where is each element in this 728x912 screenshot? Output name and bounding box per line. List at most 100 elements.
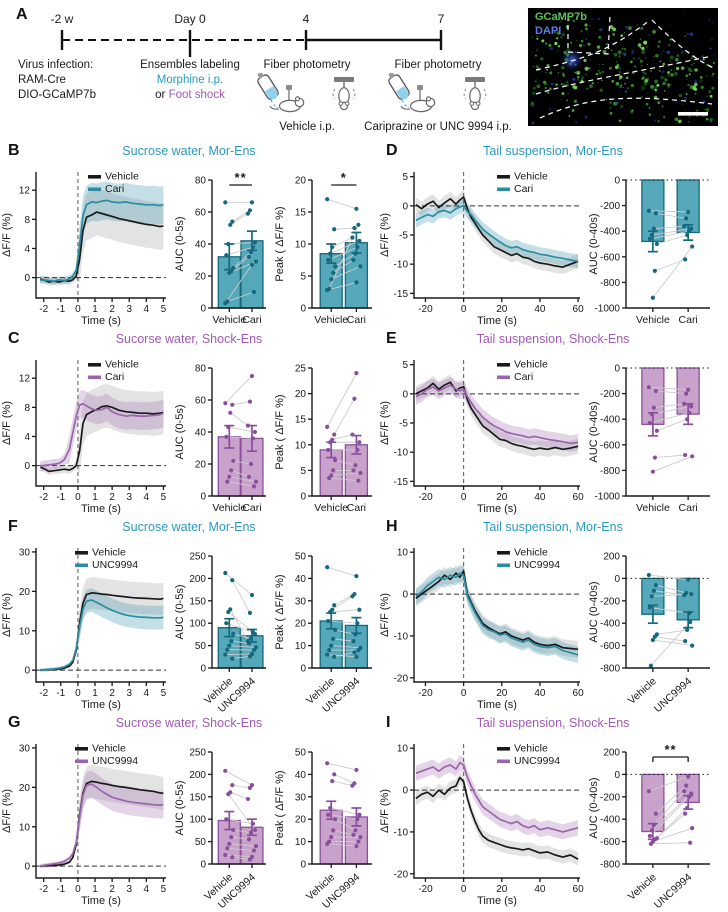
svg-text:4: 4 xyxy=(144,492,150,503)
panel-I: I Tail suspension, Shock-Ens 10 0 -10 -20 -20 0… xyxy=(378,714,728,910)
timeline-tick-7: 7 xyxy=(437,12,445,26)
svg-text:AUC (0-5s): AUC (0-5s) xyxy=(174,780,186,835)
panel-title-E: Tail suspension, Shock-Ens xyxy=(476,332,630,346)
photometry1-icons xyxy=(253,69,356,113)
ensembles-morphine: Morphine i.p. xyxy=(156,74,224,87)
svg-text:0: 0 xyxy=(300,664,306,675)
svg-text:0: 0 xyxy=(300,304,306,315)
svg-text:3: 3 xyxy=(126,304,132,315)
svg-text:60: 60 xyxy=(195,208,207,219)
svg-text:100: 100 xyxy=(189,815,206,826)
svg-text:0: 0 xyxy=(75,492,81,503)
photometry2-caption: Cariprazine or UNC 9994 i.p. xyxy=(364,121,512,134)
svg-text:Time (s): Time (s) xyxy=(81,315,121,327)
svg-text:20: 20 xyxy=(295,815,307,826)
panel-charts-G: 0 10 20 30 -2 -1 0 1 2 3 4 5 Time (s) ΔF/F (%) Vehicle… xyxy=(0,736,378,908)
panel-label-F: F xyxy=(8,518,18,535)
svg-text:-400: -400 xyxy=(600,815,620,826)
svg-text:0: 0 xyxy=(24,461,30,472)
svg-text:Vehicle: Vehicle xyxy=(514,743,548,755)
svg-text:100: 100 xyxy=(189,619,206,630)
svg-text:-10: -10 xyxy=(394,260,409,271)
panel-label-H: H xyxy=(386,518,398,535)
svg-text:40: 40 xyxy=(195,240,207,251)
svg-text:0: 0 xyxy=(461,688,467,699)
svg-text:-20: -20 xyxy=(418,304,433,315)
svg-text:5: 5 xyxy=(402,360,408,371)
svg-text:2: 2 xyxy=(109,884,115,895)
micrograph-dapi-label: DAPI xyxy=(535,25,562,37)
svg-text:0: 0 xyxy=(402,389,408,400)
svg-text:5: 5 xyxy=(300,466,306,477)
ensembles-or: or xyxy=(155,89,169,102)
svg-text:60: 60 xyxy=(573,688,585,699)
svg-text:0: 0 xyxy=(402,590,408,601)
svg-text:AUC (0-40s): AUC (0-40s) xyxy=(588,777,600,838)
svg-text:-15: -15 xyxy=(394,477,409,488)
svg-text:Time (s): Time (s) xyxy=(477,699,517,711)
svg-text:20: 20 xyxy=(295,389,307,400)
svg-text:-1000: -1000 xyxy=(594,492,620,503)
svg-text:-2: -2 xyxy=(39,304,48,315)
svg-text:10: 10 xyxy=(295,440,307,451)
panel-title-I: Tail suspension, Shock-Ens xyxy=(476,716,630,730)
micrograph-image: GCaMP7b DAPI xyxy=(528,8,718,126)
svg-text:-400: -400 xyxy=(600,415,620,426)
svg-text:-200: -200 xyxy=(600,201,620,212)
svg-text:10: 10 xyxy=(397,548,409,559)
panel-label-E: E xyxy=(386,330,397,347)
svg-text:60: 60 xyxy=(195,396,207,407)
svg-text:30: 30 xyxy=(295,596,307,607)
panel-title-F: Sucrose water, Mor-Ens xyxy=(122,520,256,534)
svg-text:40: 40 xyxy=(534,492,546,503)
svg-text:60: 60 xyxy=(573,884,585,895)
svg-text:10: 10 xyxy=(295,641,307,652)
micrograph-outlines xyxy=(535,15,715,119)
svg-text:30: 30 xyxy=(19,547,31,558)
svg-text:4: 4 xyxy=(144,304,150,315)
svg-text:AUC (0-40s): AUC (0-40s) xyxy=(588,401,600,462)
panel-title-B: Sucrose water, Mor-Ens xyxy=(122,144,256,158)
svg-text:60: 60 xyxy=(573,492,585,503)
svg-text:0: 0 xyxy=(614,176,620,187)
svg-text:4: 4 xyxy=(144,884,150,895)
panel-B: B Sucrose water, Mor-Ens 0 4 8 12 -2 -1 0 1 2 3 4 5 Ti… xyxy=(0,142,378,330)
svg-text:15: 15 xyxy=(295,415,307,426)
svg-text:5: 5 xyxy=(161,884,167,895)
svg-text:Time (s): Time (s) xyxy=(81,699,121,711)
svg-text:Cari: Cari xyxy=(514,371,533,383)
line-chart-D: 5 0 -5 -10 -15 -20 0 20 40 60 Time (s) ΔF/F (%) Vehi… xyxy=(379,171,584,328)
virus-line2: DIO-GCaMP7b xyxy=(18,89,96,102)
svg-text:-20: -20 xyxy=(418,492,433,503)
photometry1-title: Fiber photometry xyxy=(263,59,351,71)
svg-text:Cari: Cari xyxy=(514,183,533,195)
svg-text:0: 0 xyxy=(200,304,206,315)
svg-text:12: 12 xyxy=(19,374,31,385)
panel-E: E Tail suspension, Shock-Ens 5 0 -5 -10 -15 -20… xyxy=(378,330,728,518)
svg-text:2: 2 xyxy=(109,304,115,315)
svg-text:-400: -400 xyxy=(600,227,620,238)
svg-text:-600: -600 xyxy=(600,252,620,263)
svg-text:Peak ( ΔF/F %): Peak ( ΔF/F %) xyxy=(274,206,286,281)
svg-text:4: 4 xyxy=(24,432,30,443)
svg-text:30: 30 xyxy=(19,743,31,754)
svg-text:-1: -1 xyxy=(56,884,65,895)
svg-text:20: 20 xyxy=(496,884,508,895)
svg-text:20: 20 xyxy=(496,304,508,315)
svg-text:0: 0 xyxy=(75,884,81,895)
svg-text:50: 50 xyxy=(195,641,207,652)
svg-text:UNC9994: UNC9994 xyxy=(514,559,560,571)
line-chart-H: 10 0 -10 -20 -20 0 20 40 60 Time (s) ΔF/F (%) Vehic… xyxy=(379,547,585,712)
panel-label-I: I xyxy=(386,714,391,731)
svg-text:-15: -15 xyxy=(394,289,409,300)
svg-text:10: 10 xyxy=(19,822,31,833)
svg-text:5: 5 xyxy=(161,688,167,699)
svg-text:20: 20 xyxy=(295,176,307,187)
